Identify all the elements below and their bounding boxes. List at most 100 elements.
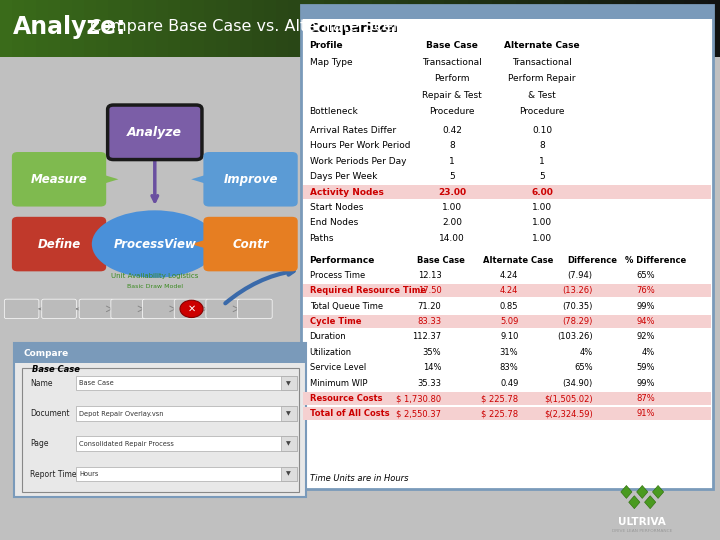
- Text: Work Periods Per Day: Work Periods Per Day: [310, 157, 406, 166]
- Text: Total Queue Time: Total Queue Time: [310, 302, 383, 310]
- Text: 4.24: 4.24: [500, 286, 518, 295]
- Text: Service Level: Service Level: [310, 363, 366, 372]
- Text: 4%: 4%: [580, 348, 593, 357]
- Text: Alternate Case: Alternate Case: [504, 42, 580, 50]
- Text: Depot Repair Overlay.vsn: Depot Repair Overlay.vsn: [79, 410, 163, 417]
- FancyBboxPatch shape: [111, 299, 145, 319]
- FancyBboxPatch shape: [14, 343, 306, 497]
- Bar: [204, 0, 217, 57]
- Bar: [132, 0, 145, 57]
- Bar: [612, 0, 626, 57]
- Text: Compare Base Case vs. Alternate Scenario Flowcharts: Compare Base Case vs. Alternate Scenario…: [85, 19, 526, 35]
- Text: 91%: 91%: [636, 409, 655, 418]
- Bar: [432, 0, 446, 57]
- Bar: [564, 0, 577, 57]
- FancyBboxPatch shape: [4, 299, 39, 319]
- Bar: [76, 376, 297, 390]
- Bar: [312, 0, 325, 57]
- Text: 14%: 14%: [423, 363, 441, 372]
- Text: Report Time Units: Report Time Units: [30, 470, 99, 478]
- Text: Required Resource Time: Required Resource Time: [310, 286, 426, 295]
- Text: 5: 5: [539, 172, 545, 181]
- Text: 1.00: 1.00: [532, 203, 552, 212]
- Polygon shape: [191, 239, 209, 249]
- FancyBboxPatch shape: [238, 299, 272, 319]
- Text: 1.00: 1.00: [532, 218, 552, 227]
- Text: 59%: 59%: [636, 363, 655, 372]
- Text: 83.33: 83.33: [417, 317, 441, 326]
- Text: 99%: 99%: [636, 379, 655, 388]
- Text: $(2,324.59): $(2,324.59): [544, 409, 593, 418]
- Text: 1: 1: [539, 157, 545, 166]
- Text: 112.37: 112.37: [413, 333, 441, 341]
- Bar: [216, 0, 230, 57]
- Bar: [168, 0, 181, 57]
- Text: Define: Define: [37, 238, 81, 251]
- Bar: [76, 406, 297, 421]
- FancyBboxPatch shape: [79, 299, 114, 319]
- Text: Unit Availability Logistics: Unit Availability Logistics: [111, 273, 199, 280]
- Text: End Nodes: End Nodes: [310, 218, 358, 227]
- Bar: [281, 406, 297, 421]
- Text: Hours: Hours: [79, 471, 99, 477]
- Text: ▼: ▼: [287, 441, 291, 447]
- Bar: [120, 0, 133, 57]
- Text: 99%: 99%: [636, 302, 655, 310]
- Text: Arrival Rates Differ: Arrival Rates Differ: [310, 126, 396, 135]
- Text: Time Units are in Hours: Time Units are in Hours: [310, 475, 408, 483]
- Text: (7.94): (7.94): [567, 271, 593, 280]
- Text: 14.00: 14.00: [439, 234, 465, 242]
- FancyBboxPatch shape: [203, 152, 298, 206]
- Text: (34.90): (34.90): [562, 379, 593, 388]
- Text: Transactional: Transactional: [513, 58, 572, 67]
- Text: ▼: ▼: [287, 471, 291, 477]
- Text: 1: 1: [449, 157, 455, 166]
- Text: Process Time: Process Time: [310, 271, 365, 280]
- Bar: [76, 467, 297, 481]
- Text: Procedure: Procedure: [429, 107, 475, 116]
- Bar: [540, 0, 554, 57]
- Polygon shape: [101, 174, 119, 185]
- Text: Repair & Test: Repair & Test: [423, 91, 482, 99]
- Polygon shape: [101, 239, 119, 249]
- FancyBboxPatch shape: [12, 152, 107, 206]
- Text: 0.42: 0.42: [442, 126, 462, 135]
- Text: Base Case: Base Case: [418, 255, 465, 265]
- Bar: [84, 0, 97, 57]
- Polygon shape: [191, 174, 209, 185]
- Bar: [192, 0, 205, 57]
- Bar: [96, 0, 109, 57]
- FancyBboxPatch shape: [12, 217, 107, 271]
- Text: Start Nodes: Start Nodes: [310, 203, 363, 212]
- Bar: [288, 0, 302, 57]
- Bar: [48, 0, 61, 57]
- Bar: [492, 0, 505, 57]
- FancyBboxPatch shape: [206, 299, 240, 319]
- Bar: [228, 0, 241, 57]
- Bar: [468, 0, 482, 57]
- Circle shape: [180, 300, 203, 318]
- Bar: [696, 0, 709, 57]
- Bar: [12, 0, 25, 57]
- FancyBboxPatch shape: [42, 299, 76, 319]
- Text: 92%: 92%: [636, 333, 655, 341]
- Text: Basic Draw Model: Basic Draw Model: [127, 284, 183, 289]
- Text: Hours Per Work Period: Hours Per Work Period: [310, 141, 410, 151]
- Text: Procedure: Procedure: [519, 107, 565, 116]
- Bar: [636, 0, 649, 57]
- Polygon shape: [629, 496, 640, 509]
- Text: Cycle Time: Cycle Time: [310, 317, 361, 326]
- Bar: [456, 0, 469, 57]
- Text: ULTRIVA: ULTRIVA: [618, 517, 666, 527]
- Text: Minimum WIP: Minimum WIP: [310, 379, 367, 388]
- Text: $(1,505.02): $(1,505.02): [544, 394, 593, 403]
- Text: Bottleneck: Bottleneck: [310, 107, 359, 116]
- Text: Total of All Costs: Total of All Costs: [310, 409, 390, 418]
- Text: 23.00: 23.00: [438, 187, 467, 197]
- Bar: [444, 0, 457, 57]
- Text: 12.13: 12.13: [418, 271, 441, 280]
- Text: (70.35): (70.35): [562, 302, 593, 310]
- Text: 8: 8: [539, 141, 545, 151]
- Bar: [348, 0, 361, 57]
- Bar: [624, 0, 637, 57]
